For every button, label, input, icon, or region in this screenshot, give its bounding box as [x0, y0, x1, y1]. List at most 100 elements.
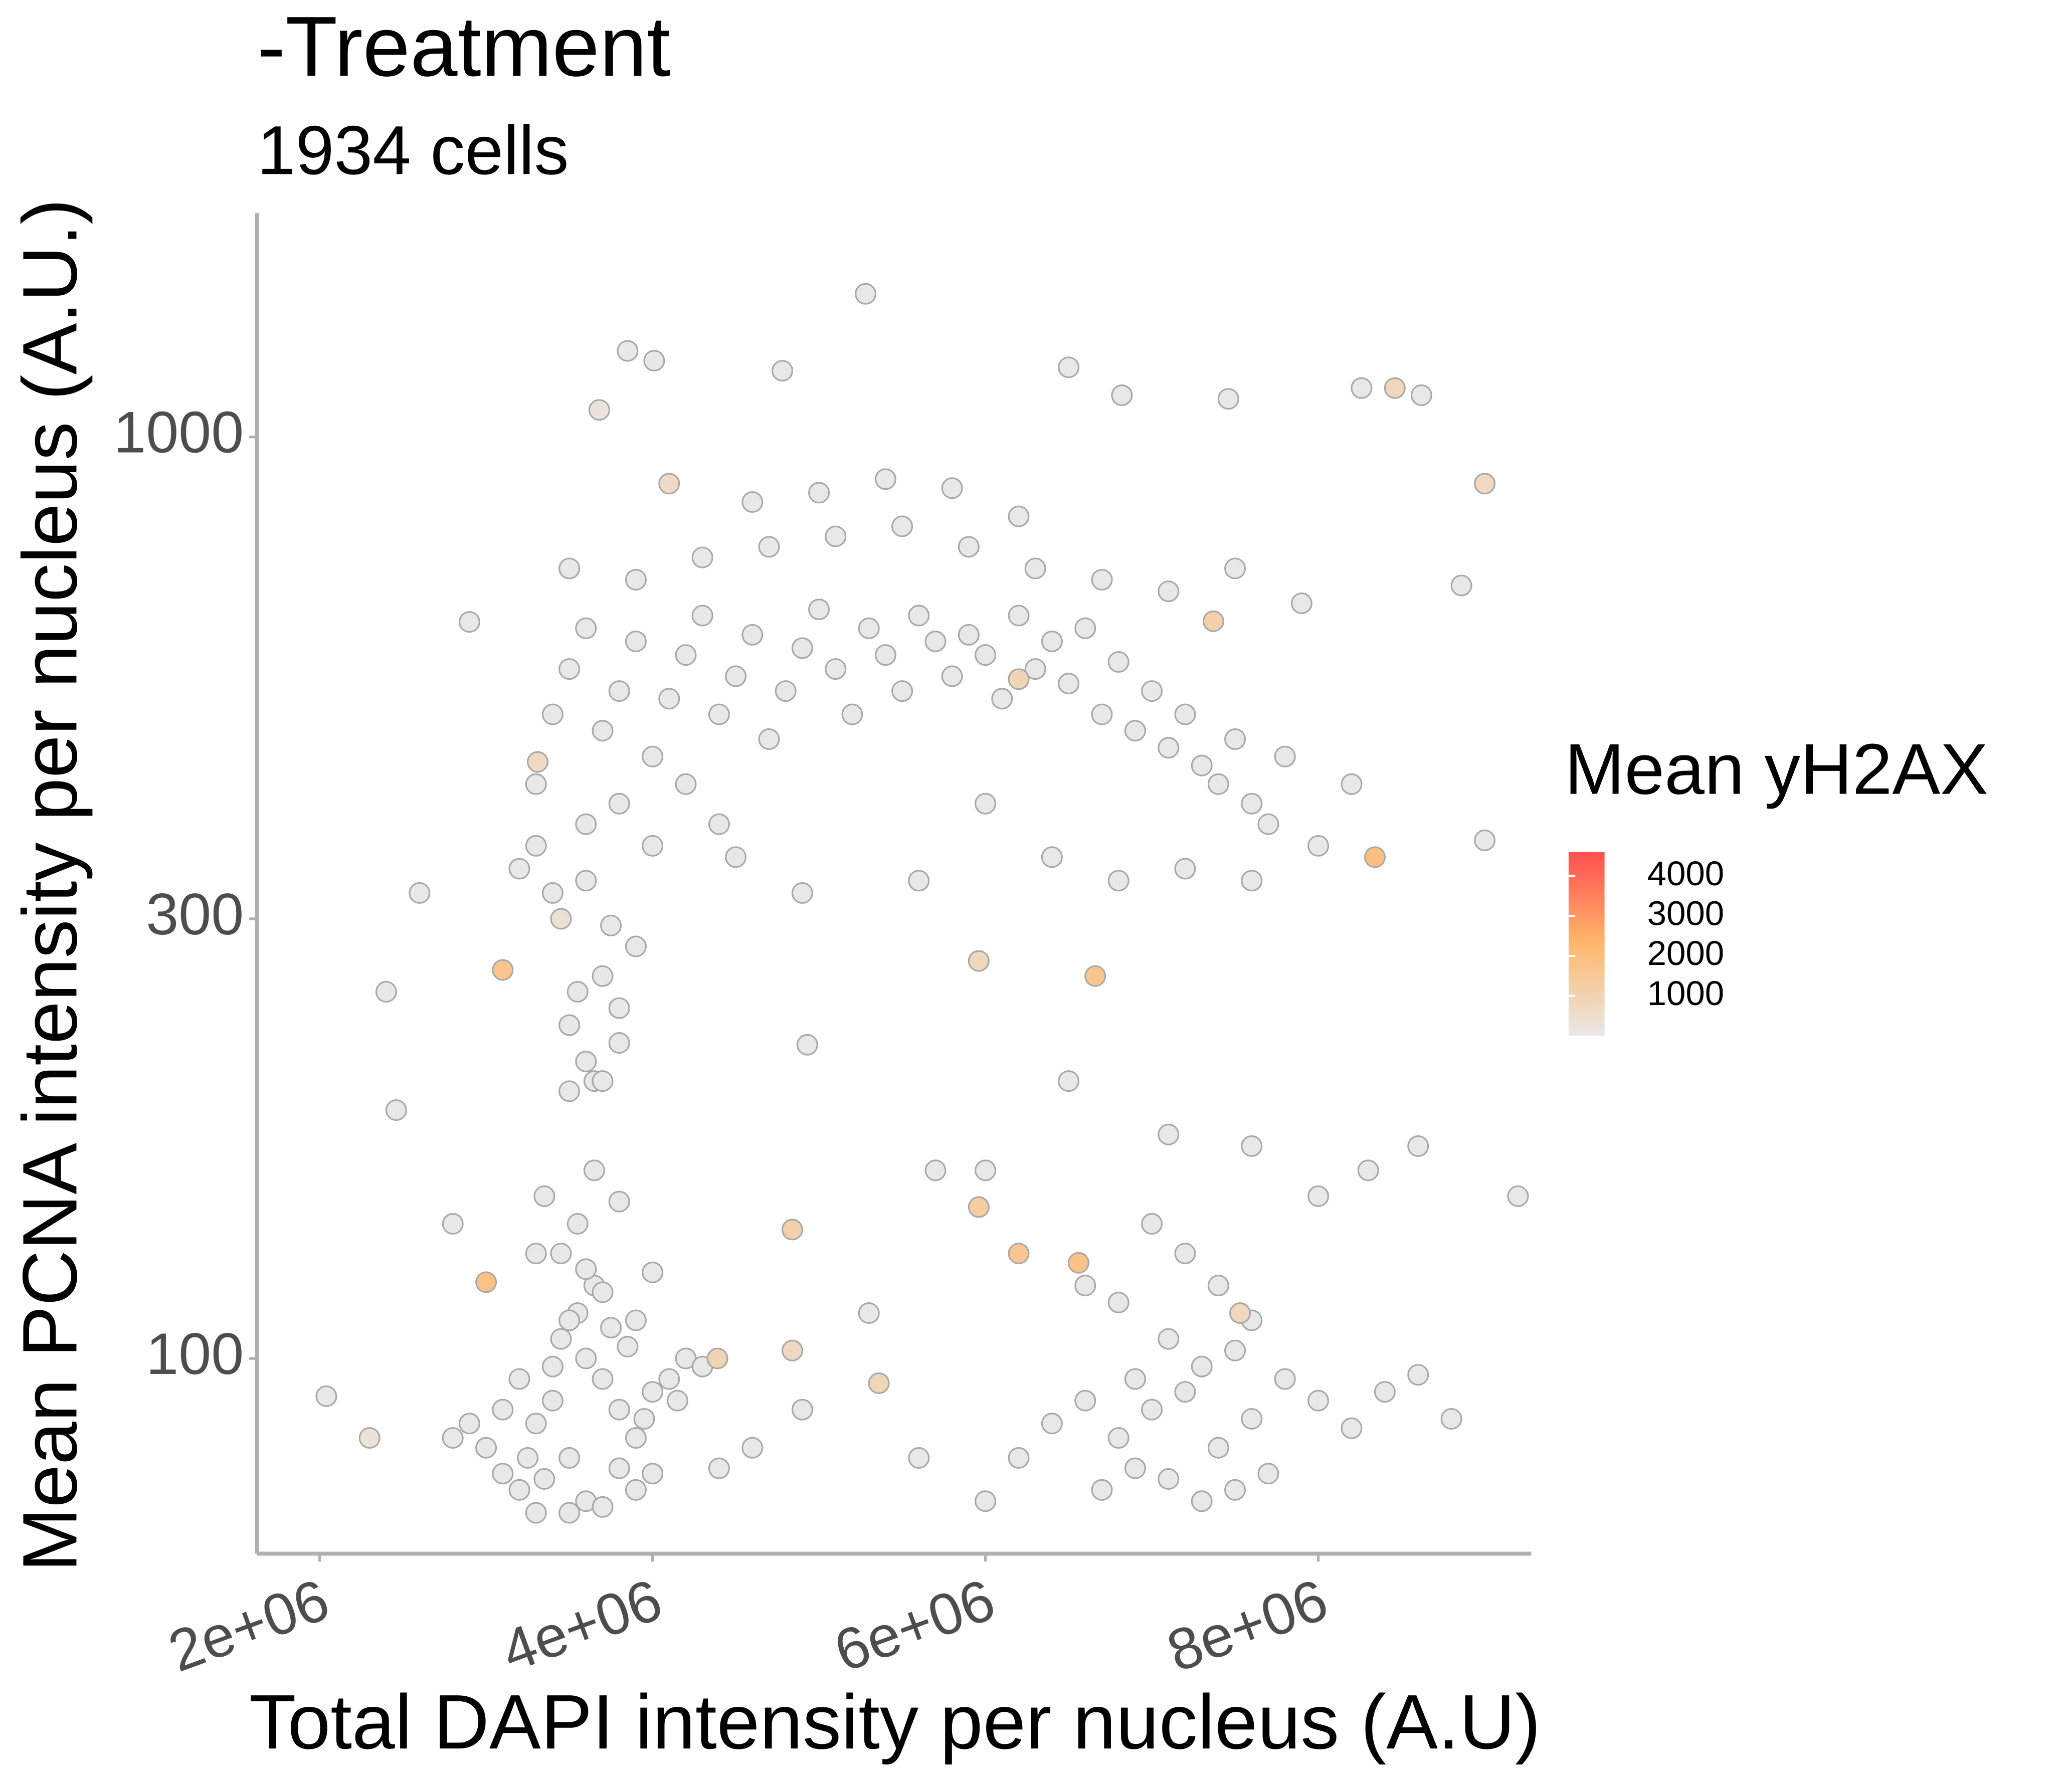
point: [575, 1258, 597, 1280]
y-tick-label: 300: [146, 881, 244, 947]
point: [1307, 1185, 1330, 1207]
point: [608, 1399, 630, 1421]
point: [625, 631, 647, 653]
point: [958, 624, 980, 646]
point: [525, 1413, 547, 1435]
point: [1174, 858, 1196, 880]
point: [588, 399, 610, 421]
point: [1091, 703, 1113, 725]
point: [891, 515, 913, 537]
point: [315, 1385, 337, 1407]
point: [741, 624, 764, 646]
point: [508, 1479, 530, 1501]
point: [855, 283, 877, 305]
point: [1008, 505, 1030, 527]
point: [458, 1413, 480, 1435]
point: [375, 980, 397, 1003]
point: [608, 1032, 630, 1054]
point-series: [315, 283, 1529, 1524]
point: [1124, 1368, 1146, 1390]
point: [475, 1437, 497, 1459]
legend-title: Mean yH2AX: [1565, 729, 1988, 810]
x-tick-label: 4e+06: [493, 1566, 670, 1684]
point: [558, 1014, 581, 1036]
point: [658, 473, 680, 495]
point: [924, 631, 947, 653]
point: [1450, 574, 1472, 597]
point: [583, 1159, 605, 1181]
point: [642, 1261, 664, 1283]
point: [791, 1399, 813, 1421]
point: [891, 680, 913, 702]
point: [1107, 651, 1129, 673]
point: [592, 1368, 614, 1390]
point: [958, 536, 980, 558]
point: [666, 1390, 688, 1412]
point: [1041, 846, 1063, 868]
point: [1207, 773, 1229, 795]
point: [858, 617, 880, 639]
point: [617, 340, 639, 362]
point: [868, 1372, 890, 1394]
point: [791, 637, 813, 659]
point: [825, 658, 847, 680]
point: [658, 688, 680, 710]
point: [1158, 1468, 1180, 1490]
point: [1124, 1457, 1146, 1479]
colorbar-tick-label: 4000: [1647, 854, 1725, 893]
point: [1207, 1274, 1229, 1296]
point: [1067, 1252, 1090, 1274]
point: [675, 644, 697, 666]
point: [608, 997, 630, 1019]
point: [708, 813, 730, 835]
point: [781, 1339, 803, 1361]
x-tick-label: 6e+06: [826, 1566, 1003, 1684]
point: [1024, 658, 1046, 680]
point: [592, 1281, 614, 1303]
point: [1074, 1390, 1096, 1412]
point: [968, 950, 990, 972]
point: [541, 1355, 563, 1377]
point: [1410, 384, 1432, 406]
point: [442, 1213, 464, 1235]
point: [525, 835, 547, 857]
point: [1241, 1135, 1263, 1157]
point: [708, 703, 730, 725]
point: [1174, 1243, 1196, 1265]
point: [625, 1479, 647, 1501]
point: [592, 1070, 614, 1092]
point: [492, 959, 514, 981]
point: [874, 644, 896, 666]
point: [1241, 793, 1263, 815]
point: [741, 491, 764, 513]
y-tick-label: 100: [146, 1321, 244, 1387]
point: [741, 1437, 764, 1459]
point: [1141, 1399, 1163, 1421]
point: [1074, 617, 1096, 639]
point: [941, 665, 963, 687]
point: [517, 1447, 539, 1469]
point: [1384, 377, 1406, 399]
point: [975, 1159, 997, 1181]
point: [558, 1447, 581, 1469]
point: [1507, 1185, 1529, 1207]
point: [541, 1390, 563, 1412]
point: [1041, 631, 1063, 653]
point: [1091, 568, 1113, 591]
point: [1407, 1135, 1429, 1157]
point: [975, 644, 997, 666]
point: [525, 1502, 547, 1524]
point: [1207, 1437, 1229, 1459]
point: [525, 1243, 547, 1265]
point: [1091, 1479, 1113, 1501]
point: [1241, 1408, 1263, 1430]
point: [1041, 1413, 1063, 1435]
chart-subtitle: 1934 cells: [257, 112, 569, 189]
point: [600, 1317, 622, 1339]
point: [385, 1099, 407, 1121]
point: [575, 617, 597, 639]
point: [442, 1427, 464, 1449]
point: [706, 1347, 728, 1369]
point: [1407, 1364, 1429, 1386]
